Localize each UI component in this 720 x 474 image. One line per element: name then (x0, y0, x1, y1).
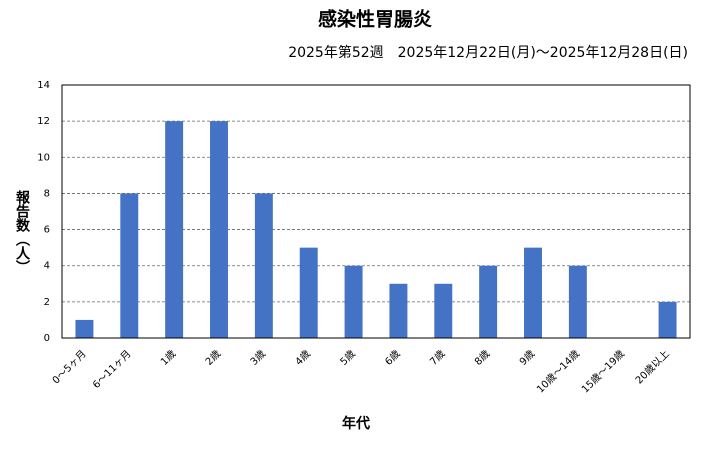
x-tick-label: 1歳 (158, 348, 178, 368)
bar (524, 247, 542, 338)
x-tick-label: 9歳 (517, 348, 537, 368)
bar (434, 283, 453, 338)
x-tick-label: 0～5ヶ月 (50, 348, 89, 387)
y-tick-label: 2 (44, 297, 50, 308)
x-tick-label: 15歳～19歳 (579, 348, 627, 396)
y-tick-label: 8 (44, 188, 50, 199)
bar (254, 193, 273, 338)
y-axis-label: 報告数（人） (14, 189, 31, 274)
y-tick-label: 12 (37, 116, 50, 127)
x-tick-label: 8歳 (472, 348, 492, 368)
bar (568, 265, 587, 338)
y-tick-label: 6 (44, 225, 50, 236)
bar (479, 265, 498, 338)
x-tick-label: 4歳 (293, 348, 313, 368)
y-tick-label: 0 (44, 333, 50, 344)
x-tick-label: 10歳～14歳 (534, 348, 582, 396)
x-tick-label: 7歳 (427, 348, 447, 368)
bar (344, 265, 363, 338)
y-tick-label: 10 (37, 152, 50, 163)
bar (75, 319, 94, 338)
bar (389, 283, 408, 338)
x-tick-label: 2歳 (203, 348, 223, 368)
x-tick-label: 3歳 (248, 348, 268, 368)
bar (210, 121, 228, 339)
chart-title: 感染性胃腸炎 (318, 8, 432, 31)
bar (120, 193, 139, 338)
bar (658, 301, 677, 338)
x-axis-label: 年代 (342, 415, 370, 432)
y-tick-label: 14 (37, 80, 50, 91)
x-tick-label: 6歳 (383, 348, 403, 368)
x-tick-label: 5歳 (338, 348, 358, 368)
x-tick-label: 20歳以上 (633, 348, 672, 387)
y-tick-label: 4 (44, 261, 50, 272)
bar (299, 247, 318, 338)
x-tick-label: 6～11ヶ月 (90, 348, 133, 391)
chart-subtitle: 2025年第52週 2025年12月22日(月)～2025年12月28日(日) (288, 44, 688, 61)
plot-frame (61, 84, 691, 339)
bar (165, 121, 184, 339)
